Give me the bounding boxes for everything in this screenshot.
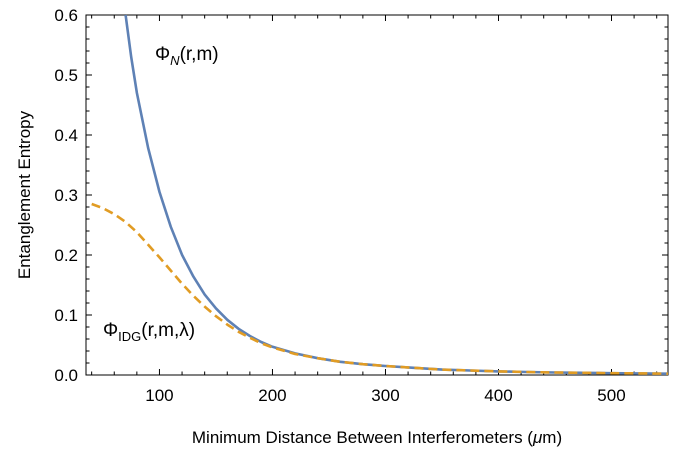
x-tick-label: 100 <box>145 386 173 405</box>
y-tick-label: 0.4 <box>54 126 78 145</box>
x-tick-label: 500 <box>597 386 625 405</box>
x-axis-title: Minimum Distance Between Interferometers… <box>192 428 562 447</box>
y-tick-label: 0.3 <box>54 186 78 205</box>
x-tick-label: 200 <box>258 386 286 405</box>
axes: 100 200 300 400 500 0.0 0.1 0.2 0.3 0.4 0.5 0.6 <box>54 6 669 405</box>
y-tick-label: 0.1 <box>54 306 78 325</box>
x-tick-label: 300 <box>371 386 399 405</box>
series-line-phi-n <box>124 14 669 375</box>
series-layer <box>91 14 669 375</box>
y-tick-label: 0.2 <box>54 246 78 265</box>
y-tick-label: 0.6 <box>54 6 78 25</box>
series-line-phi-idg <box>91 202 669 375</box>
text-layer: Entanglement Entropy Minimum Distance Be… <box>15 44 562 447</box>
x-tick-label: 400 <box>484 386 512 405</box>
y-axis-title: Entanglement Entropy <box>15 110 34 279</box>
y-tick-label: 0.5 <box>54 66 78 85</box>
series-label-phi-n: ΦN(r,m) <box>155 44 219 68</box>
series-label-phi-idg: ΦIDG(r,m,λ) <box>103 320 195 344</box>
y-tick-label: 0.0 <box>54 366 78 385</box>
